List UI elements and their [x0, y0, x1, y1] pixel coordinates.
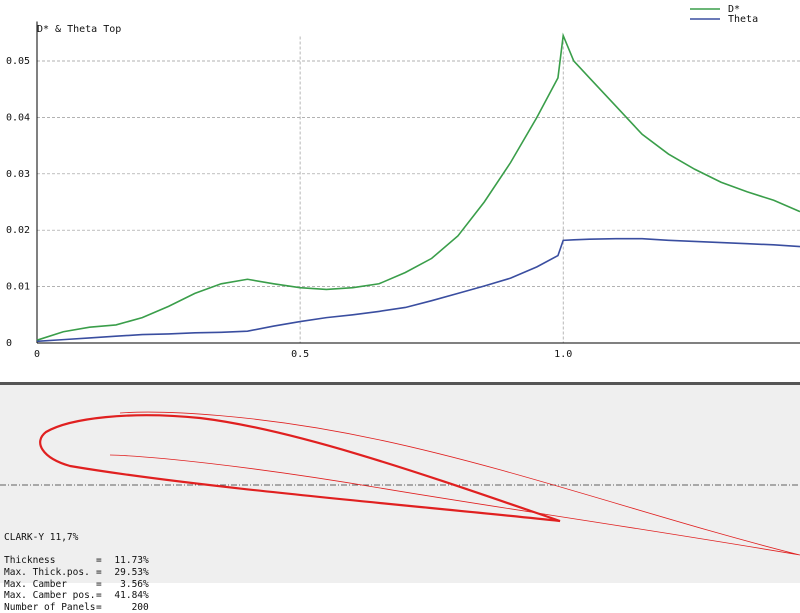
x-tick-label: 0.5	[291, 349, 309, 360]
airfoil-shape	[39, 414, 561, 523]
property-separator: =	[96, 555, 102, 567]
property-value: 200	[131, 601, 149, 613]
graph-panel	[0, 0, 800, 384]
property-row: Thickness = 11.73%	[4, 555, 149, 567]
property-label: Max. Camber	[4, 578, 67, 590]
property-label: Thickness	[4, 555, 56, 567]
y-tick-label: 0.03	[6, 169, 30, 180]
y-tick-label: 0	[6, 338, 12, 349]
x-tick-label: 1.0	[554, 349, 572, 360]
property-row: Max. Thick.pos. = 29.53%	[4, 567, 149, 579]
y-tick-label: 0.01	[6, 282, 30, 293]
property-value: 11.73%	[114, 555, 149, 567]
app-view: D* & Theta Top 0 0.01 0.02 0.03 0.04 0.05 0 0.5…	[0, 0, 800, 583]
property-row: Max. Camber pos.= 41.84%	[4, 590, 149, 602]
property-row: Number of Panels= 200	[4, 602, 149, 613]
legend-label: D*	[728, 4, 740, 15]
property-value: 3.56%	[120, 578, 149, 590]
property-label: Max. Thick.pos.	[4, 566, 90, 578]
property-value: 29.53%	[114, 566, 149, 578]
property-label: Number of Panels	[4, 601, 96, 613]
data-line	[36, 237, 800, 343]
splitter	[0, 382, 800, 385]
airfoil-panel	[0, 385, 800, 583]
airfoil-info: CLARK-Y 11,7% Thickness = 11.73% Max. Thick…	[4, 509, 149, 613]
y-tick-label: 0.04	[6, 112, 30, 123]
airfoil-name: CLARK-Y 11,7%	[4, 532, 79, 544]
chart-title: D* & Theta Top	[37, 24, 121, 35]
property-label: Max. Camber pos.	[4, 590, 96, 602]
y-tick-label: 0.05	[6, 56, 30, 67]
y-tick-label: 0.02	[6, 225, 30, 236]
airfoil-shape-secondary	[109, 411, 800, 556]
data-line	[36, 32, 800, 341]
x-tick-label: 0	[34, 349, 40, 360]
property-value: 41.84%	[114, 590, 149, 602]
property-row: Max. Camber = 3.56%	[4, 579, 149, 591]
legend-label: Theta	[728, 14, 758, 25]
property-separator: =	[96, 566, 102, 578]
